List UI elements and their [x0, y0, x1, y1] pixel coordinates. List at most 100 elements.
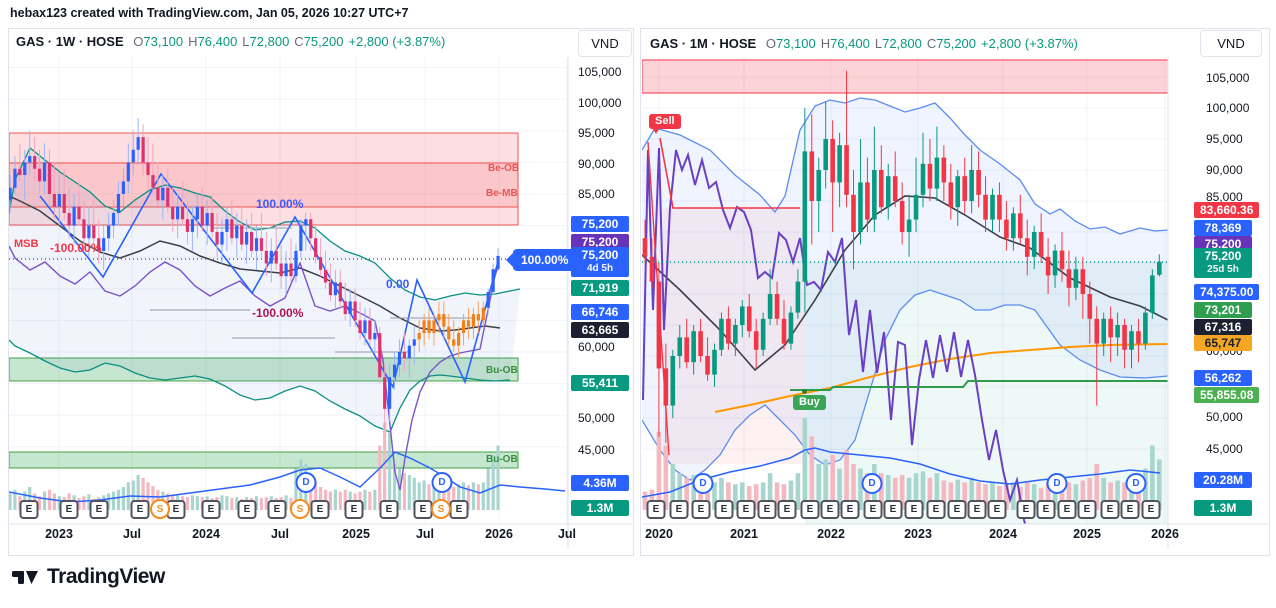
earnings-marker[interactable]: E — [59, 500, 79, 519]
price-badge: 67,316 — [1194, 319, 1252, 335]
price-badge: 55,855.08 — [1194, 387, 1260, 403]
earnings-marker[interactable]: E — [267, 500, 287, 519]
earnings-marker[interactable]: E — [449, 500, 469, 519]
earnings-marker[interactable]: E — [1077, 500, 1097, 519]
earnings-marker[interactable]: E — [691, 500, 711, 519]
ohlc-value: 72,800 — [249, 34, 290, 49]
split-marker[interactable]: S — [150, 499, 170, 519]
earnings-marker[interactable]: E — [310, 500, 330, 519]
change-value: +2,800 (+3.87%) — [348, 34, 446, 49]
earnings-marker[interactable]: E — [714, 500, 734, 519]
time-axis-label: 2025 — [1073, 527, 1101, 541]
earnings-marker[interactable]: E — [413, 500, 433, 519]
time-axis-label: 2023 — [45, 527, 73, 541]
earnings-marker[interactable]: E — [344, 500, 364, 519]
split-marker[interactable]: S — [290, 499, 310, 519]
tradingview-logo[interactable]: TradingView — [10, 562, 165, 592]
price-badge: 75,200 — [571, 216, 629, 232]
ohlc-key: C — [294, 34, 304, 49]
earnings-marker[interactable]: E — [967, 500, 987, 519]
earnings-marker[interactable]: E — [777, 500, 797, 519]
price-tick-label: 100,000 — [1206, 101, 1250, 115]
price-badge: 66,746 — [571, 304, 629, 320]
ohlc-value: 76,400 — [830, 36, 870, 51]
symbol-title[interactable]: GAS · 1M · HOSE — [650, 36, 757, 51]
earnings-marker[interactable]: E — [926, 500, 946, 519]
symbol-legend-monthly[interactable]: GAS · 1M · HOSE O73,100 H76,400 L72,800 C75… — [650, 36, 1078, 51]
price-tick-label: 50,000 — [1206, 410, 1243, 424]
currency-toggle-button-right[interactable]: VND — [1200, 30, 1262, 57]
sell-flag[interactable]: Sell — [649, 114, 681, 134]
ohlc-key: C — [926, 36, 937, 51]
dividend-marker[interactable]: D — [1125, 473, 1147, 494]
earnings-marker[interactable]: E — [89, 500, 109, 519]
ohlc-key: O — [765, 36, 776, 51]
label-be-ob: Be-OB — [488, 163, 520, 174]
earnings-marker[interactable]: E — [1057, 500, 1077, 519]
ohlc-key: L — [242, 34, 250, 49]
change-value: +2,800 (+3.87%) — [981, 36, 1078, 51]
earnings-marker[interactable]: E — [820, 500, 840, 519]
price-tick-label: 50,000 — [578, 411, 615, 425]
tradingview-logo-icon — [12, 571, 38, 584]
ohlc-value: 73,100 — [143, 34, 184, 49]
dividend-marker[interactable]: D — [431, 472, 453, 493]
earnings-marker[interactable]: E — [757, 500, 777, 519]
price-badge: 71,919 — [571, 280, 629, 296]
time-axis-label: 2026 — [1151, 527, 1179, 541]
label-0pct: 0.00 — [386, 277, 410, 291]
price-badge: 65,747 — [1194, 335, 1252, 351]
dividend-marker[interactable]: D — [692, 473, 714, 494]
time-axis-label: 2021 — [730, 527, 758, 541]
price-tick-label: 85,000 — [1206, 190, 1243, 204]
earnings-marker[interactable]: E — [883, 500, 903, 519]
earnings-marker[interactable]: E — [947, 500, 967, 519]
earnings-marker[interactable]: E — [987, 500, 1007, 519]
dividend-marker[interactable]: D — [861, 473, 883, 494]
dividend-marker[interactable]: D — [1046, 473, 1068, 494]
price-badge: 1.3M — [571, 500, 629, 516]
label-neg100-left: -100.00% — [50, 241, 102, 255]
ohlc-key: H — [188, 34, 198, 49]
watermark-attribution: hebax123 created with TradingView.com, J… — [10, 6, 409, 20]
ohlc-value: 75,200 — [303, 34, 344, 49]
symbol-title[interactable]: GAS · 1W · HOSE — [16, 34, 124, 49]
earnings-marker[interactable]: E — [904, 500, 924, 519]
earnings-marker[interactable]: E — [840, 500, 860, 519]
earnings-marker[interactable]: E — [1016, 500, 1036, 519]
earnings-marker[interactable]: E — [736, 500, 756, 519]
currency-toggle-button-left[interactable]: VND — [578, 30, 632, 57]
earnings-marker[interactable]: E — [130, 500, 150, 519]
earnings-marker[interactable]: E — [19, 500, 39, 519]
earnings-marker[interactable]: E — [646, 500, 666, 519]
time-axis-label: 2024 — [989, 527, 1017, 541]
earnings-marker[interactable]: E — [1120, 500, 1140, 519]
label-neg100-mid: -100.00% — [252, 306, 304, 320]
price-badge: 63,665 — [571, 322, 629, 338]
earnings-marker[interactable]: E — [201, 500, 221, 519]
earnings-marker[interactable]: E — [1100, 500, 1120, 519]
earnings-marker[interactable]: E — [379, 500, 399, 519]
earnings-marker[interactable]: E — [1036, 500, 1056, 519]
price-tick-label: 105,000 — [578, 65, 622, 79]
earnings-marker[interactable]: E — [669, 500, 689, 519]
price-tick-label: 100,000 — [578, 96, 622, 110]
earnings-marker[interactable]: E — [237, 500, 257, 519]
symbol-legend-weekly[interactable]: GAS · 1W · HOSE O73,100 H76,400 L72,800 C75… — [16, 34, 445, 49]
split-marker[interactable]: S — [431, 499, 451, 519]
earnings-marker[interactable]: E — [1141, 500, 1161, 519]
price-badge: 4.36M — [571, 475, 629, 491]
price-badge: 75,200 25d 5h — [1194, 248, 1252, 278]
buy-flag[interactable]: Buy — [793, 389, 826, 410]
price-tick-label: 60,000 — [578, 340, 615, 354]
price-badge: 55,411 — [571, 375, 629, 391]
earnings-marker[interactable]: E — [800, 500, 820, 519]
time-axis-label: 2023 — [904, 527, 932, 541]
price-tick-label: 90,000 — [1206, 163, 1243, 177]
price-tick-label: 90,000 — [578, 157, 615, 171]
price-level-callout[interactable]: 100.00% — [513, 249, 577, 271]
time-axis-label: Jul — [122, 527, 142, 541]
earnings-marker[interactable]: E — [863, 500, 883, 519]
dividend-marker[interactable]: D — [295, 472, 317, 493]
